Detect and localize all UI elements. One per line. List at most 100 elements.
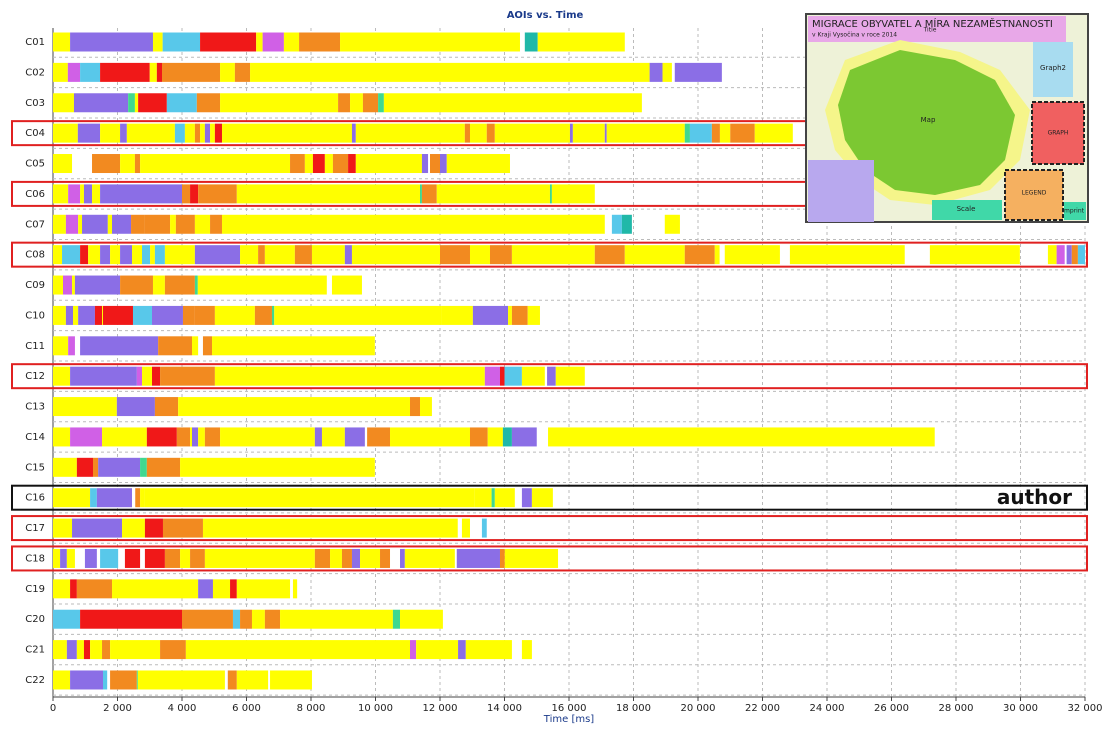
aoi-segment [157,63,162,82]
aoi-segment [190,549,205,568]
y-tick-label: C18 [25,553,45,564]
aoi-segment [340,33,520,52]
aoi-segment [75,276,120,295]
aoi-segment [458,640,466,659]
aoi-segment [142,367,152,386]
aoi-segment [195,276,198,295]
aoi-segment [153,33,163,52]
y-tick-label: C01 [25,37,45,48]
aoi-segment [142,245,150,264]
y-tick-label: C14 [25,432,45,443]
aoi-segment [313,154,325,173]
aoi-segment [103,670,107,689]
aoi-segment [180,549,190,568]
aoi-segment [437,184,550,203]
chart-title: AOIs vs. Time [507,10,584,21]
aoi-segment [53,154,72,173]
aoi-segment [345,427,365,446]
aoi-segment [85,549,97,568]
x-tick-label: 28 000 [939,703,974,714]
x-tick-label: 0 [50,703,56,714]
aoi-segment [215,124,222,143]
x-tick-label: 18 000 [616,703,651,714]
aoi-segment [410,640,416,659]
aoi-segment [322,427,345,446]
aoi-segment [67,640,77,659]
aoi-segment [145,488,475,507]
aoi-segment [140,154,290,173]
aoi-segment [90,488,97,507]
aoi-segment [410,397,420,416]
aoi-segment [53,306,66,325]
aoi-segment [203,519,458,538]
aoi-segment [284,33,299,52]
y-tick-label: C11 [25,341,45,352]
aoi-segment [84,184,92,203]
aoi-segment [222,215,605,234]
inset-label: Scale [957,205,976,213]
aoi-segment [80,245,88,264]
aoi-segment [274,306,442,325]
aoi-segment [222,124,352,143]
aoi-segment [215,306,255,325]
aoi-segment [352,245,440,264]
aoi-segment [228,670,237,689]
inset-subtitle: v Kraji Vysočina v roce 2014 [812,32,897,39]
aoi-segment [293,579,297,598]
aoi-segment [138,670,225,689]
aoi-segment [131,215,145,234]
aoi-segment [712,124,720,143]
aoi-segment [1067,245,1072,264]
x-tick-label: 22 000 [745,703,780,714]
aoi-segment [342,549,352,568]
aoi-segment [182,184,190,203]
aoi-segment [265,245,295,264]
x-tick-label: 14 000 [487,703,522,714]
aoi-segment [210,124,215,143]
aoi-segment [183,306,195,325]
aoi-segment [70,579,77,598]
aoi-segment [135,93,138,112]
aoi-segment [100,184,182,203]
aoi-segment [270,670,312,689]
aoi-segment [62,245,80,264]
aoi-segment [53,670,70,689]
aoi-segment [420,397,432,416]
aoi-segment [84,640,90,659]
aoi-segment [147,427,177,446]
aoi-segment [53,124,78,143]
aoi-segment [338,93,350,112]
aoi-segment [384,93,642,112]
aoi-segment [252,610,265,629]
aoi-segment [213,579,230,598]
aoi-segment [442,306,473,325]
x-tick-label: 10 000 [358,703,393,714]
aoi-segment [128,93,135,112]
aoi-segment [195,124,200,143]
aoi-segment [495,124,570,143]
aoi-segment [72,519,122,538]
aoi-segment [158,336,192,355]
aoi-segment [333,154,348,173]
inset-map: MIGRACE OBYVATEL A MÍRA NEZAMĚSTNANOSTI … [806,14,1088,222]
aoi-segment [122,519,145,538]
aoi-segment [112,579,198,598]
aoi-segment [205,124,210,143]
aoi-segment [102,306,103,325]
aoi-segment [272,306,274,325]
aoi-segment [127,124,175,143]
aoi-segment [210,215,222,234]
aoi-segment [488,427,503,446]
aoi-segment [1078,245,1085,264]
aoi-segment [100,245,110,264]
aoi-segment [790,245,905,264]
aoi-segment [482,519,487,538]
aoi-segment [185,124,195,143]
aoi-segment [68,336,75,355]
aoi-segment [595,245,625,264]
aoi-segment [205,549,315,568]
aoi-segment [528,306,540,325]
aoi-segment [290,154,305,173]
aoi-segment [205,427,220,446]
aoi-segment [53,245,62,264]
